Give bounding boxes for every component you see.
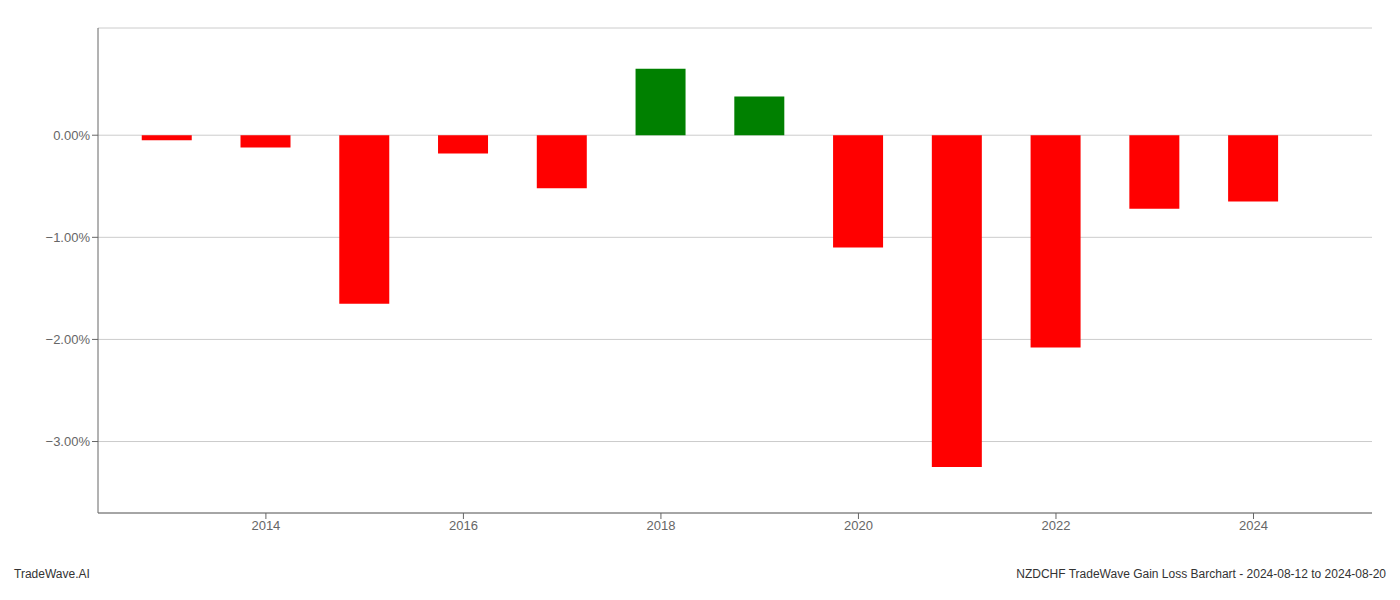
svg-text:2024: 2024 xyxy=(1239,518,1268,533)
svg-text:0.00%: 0.00% xyxy=(53,128,90,143)
html-text:NZDCHF TradeWave Gain Loss Bar: NZDCHF TradeWave Gain Loss Barchart - 20… xyxy=(1016,567,1386,581)
svg-text:−1.00%: −1.00% xyxy=(46,230,91,245)
svg-text:−3.00%: −3.00% xyxy=(46,434,91,449)
svg-text:2016: 2016 xyxy=(449,518,478,533)
svg-text:2018: 2018 xyxy=(646,518,675,533)
svg-text:2020: 2020 xyxy=(844,518,873,533)
svg-text:2014: 2014 xyxy=(251,518,280,533)
svg-text:2022: 2022 xyxy=(1042,518,1071,533)
html-text:TradeWave.AI: TradeWave.AI xyxy=(14,567,90,581)
svg-text:−2.00%: −2.00% xyxy=(46,332,91,347)
